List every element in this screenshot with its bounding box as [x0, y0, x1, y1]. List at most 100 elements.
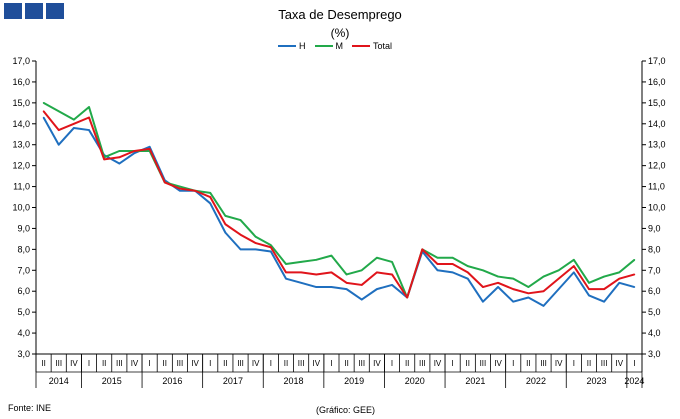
chart-credit: (Gráfico: GEE) [316, 405, 376, 415]
data-point-m [512, 277, 515, 280]
data-point-h [330, 286, 333, 288]
x-quarter-label: II [163, 359, 167, 368]
data-point-m [345, 273, 348, 276]
x-year-label: 2023 [587, 376, 607, 386]
x-quarter-label: I [512, 359, 514, 368]
data-point-m [391, 261, 393, 263]
data-point-total [270, 246, 272, 249]
chart-subtitle: (%) [330, 26, 350, 40]
logo-block [46, 3, 64, 19]
data-point-total [42, 110, 45, 113]
y-tick-label-right: 9,0 [648, 223, 661, 233]
chart-title: Taxa de Desemprego [278, 7, 402, 22]
y-tick-label-left: 11,0 [13, 182, 30, 192]
data-point-h [179, 189, 181, 192]
x-quarter-label: II [405, 359, 409, 368]
series-line-m [43, 101, 636, 299]
x-quarter-label: IV [191, 359, 199, 368]
data-point-h [497, 286, 499, 288]
data-point-total [391, 273, 393, 276]
data-point-total [133, 150, 136, 152]
y-tick-label-left: 9,0 [17, 223, 30, 233]
data-point-total [466, 271, 469, 274]
data-point-total [254, 242, 257, 244]
data-point-h [391, 284, 393, 286]
x-quarter-label: III [177, 359, 184, 368]
data-point-total [285, 271, 287, 274]
data-point-m [451, 256, 454, 259]
x-quarter-label: I [633, 359, 635, 368]
data-point-h [466, 277, 469, 280]
data-point-total [345, 282, 348, 284]
x-year-label: 2021 [465, 376, 485, 386]
x-quarter-label: I [149, 359, 151, 368]
data-point-m [557, 269, 560, 272]
x-quarter-label: III [116, 359, 123, 368]
data-point-m [360, 269, 363, 272]
x-year-label: 2020 [405, 376, 425, 386]
data-point-h [285, 277, 287, 280]
x-year-label: 2019 [344, 376, 364, 386]
x-quarter-label: III [237, 359, 244, 368]
x-year-label: 2022 [526, 376, 546, 386]
y-tick-label-right: 10,0 [648, 203, 666, 213]
data-point-h [315, 286, 318, 288]
x-quarter-label: III [540, 359, 547, 368]
data-point-total [542, 290, 545, 293]
chart-legend: H M Total [278, 41, 392, 51]
data-point-m [497, 275, 499, 278]
y-tick-label-right: 17,0 [648, 56, 666, 66]
legend-item-h: H [278, 41, 306, 51]
legend-item-total: Total [352, 41, 392, 51]
y-tick-label-right: 6,0 [648, 286, 661, 296]
x-quarter-label: II [344, 359, 348, 368]
y-tick-label-right: 3,0 [648, 349, 661, 359]
y-tick-label-right: 14,0 [648, 119, 666, 129]
data-point-total [300, 271, 302, 274]
x-quarter-label: II [466, 359, 470, 368]
x-quarter-label: IV [312, 359, 320, 368]
data-point-h [360, 298, 363, 301]
data-point-h [603, 300, 605, 303]
x-quarter-label: I [452, 359, 454, 368]
logo-block [4, 3, 22, 19]
data-point-total [194, 189, 196, 192]
data-point-total [588, 288, 590, 290]
data-point-m [239, 219, 242, 221]
x-quarter-label: II [587, 359, 591, 368]
x-quarter-label: II [284, 359, 288, 368]
data-point-h [73, 127, 75, 129]
data-point-h [482, 300, 484, 303]
x-quarter-label: III [419, 359, 426, 368]
data-point-total [482, 286, 484, 288]
data-point-h [451, 271, 454, 274]
data-point-total [633, 273, 636, 276]
legend-swatch [278, 45, 296, 47]
data-point-m [57, 110, 60, 113]
data-point-total [88, 116, 90, 119]
data-point-h [573, 271, 575, 274]
x-year-label: 2024 [624, 376, 644, 386]
x-quarter-label: IV [615, 359, 623, 368]
data-point-total [57, 129, 60, 131]
data-point-total [406, 296, 408, 299]
data-point-m [376, 256, 378, 259]
x-year-label: 2018 [284, 376, 304, 386]
data-point-m [603, 275, 605, 278]
data-point-m [88, 106, 90, 108]
data-point-total [330, 271, 333, 274]
y-tick-label-left: 14,0 [12, 119, 30, 129]
x-quarter-label: IV [555, 359, 563, 368]
data-point-total [421, 248, 424, 251]
data-point-total [618, 277, 621, 280]
data-point-m [330, 254, 333, 257]
data-point-m [588, 282, 590, 284]
data-point-h [88, 129, 90, 131]
data-point-total [163, 181, 166, 184]
data-point-total [73, 122, 75, 125]
x-quarter-label: I [391, 359, 393, 368]
legend-swatch [352, 45, 370, 47]
data-point-total [239, 233, 242, 236]
data-point-h [436, 269, 439, 272]
x-quarter-label: IV [373, 359, 381, 368]
